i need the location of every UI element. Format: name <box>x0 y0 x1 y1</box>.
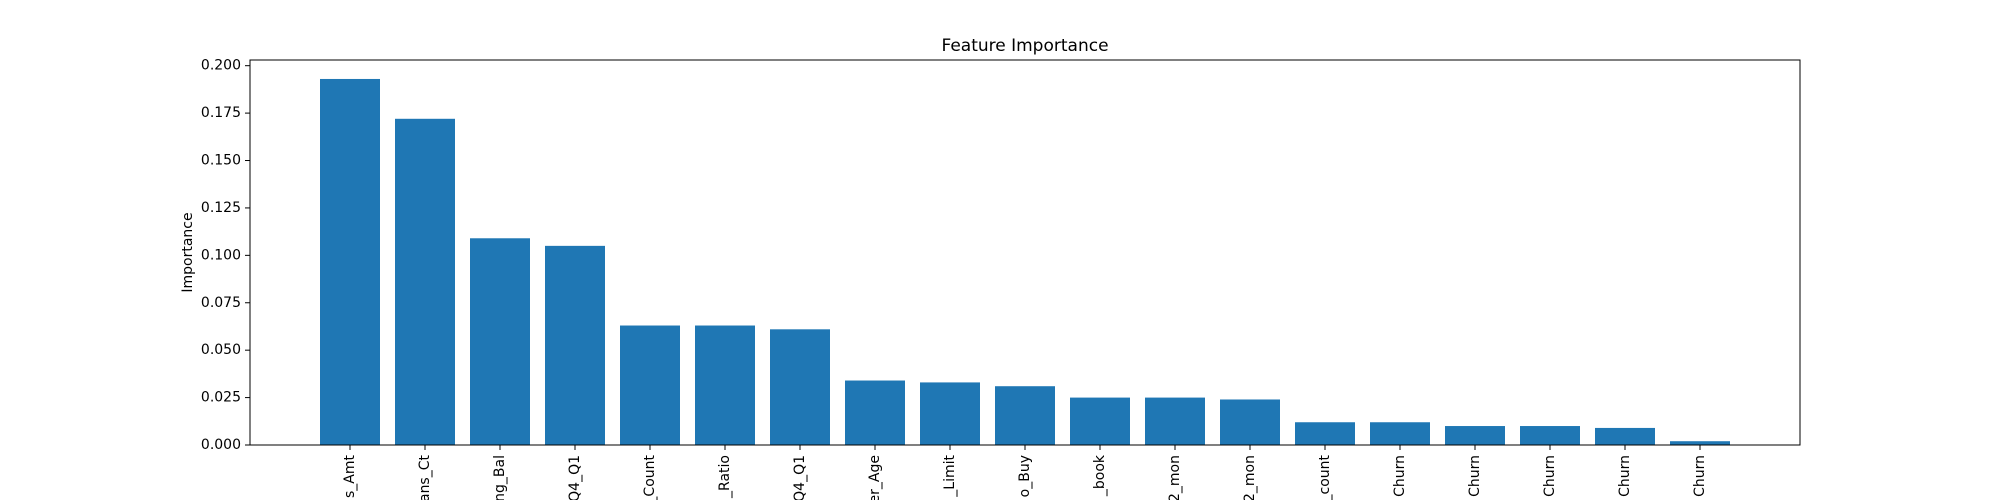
bar-9 <box>920 382 980 445</box>
x-tick-label: s_Amt <box>342 454 358 498</box>
bar-2 <box>395 118 455 446</box>
bar-12 <box>1145 397 1205 445</box>
bar-11 <box>1070 397 1130 445</box>
x-tick-label: Churn <box>1392 455 1408 497</box>
y-tick-label: 0.150 <box>201 153 241 169</box>
y-tick-label: 0.200 <box>201 58 241 74</box>
bar-16 <box>1445 426 1505 445</box>
y-tick-label: 0.025 <box>201 390 241 406</box>
y-tick-label: 0.000 <box>201 437 241 453</box>
bar-14 <box>1295 422 1355 445</box>
x-tick-label: ans_Ct <box>417 454 433 500</box>
x-tick-label: Q4_Q1 <box>792 455 808 500</box>
x-axis-ticks: s_Amt ans_Ct ng_Bal Q4_Q1 _Count _Ratio Q4_Q1 e… <box>342 445 1708 500</box>
y-tick-label: 0.175 <box>201 105 241 121</box>
y-tick-label: 0.050 <box>201 342 241 358</box>
y-axis-label: Importance <box>180 212 196 292</box>
x-tick-label: ng_Bal <box>492 455 508 500</box>
chart-title: Feature Importance <box>941 36 1108 56</box>
x-tick-label: 2_mon <box>1167 455 1183 500</box>
bar-10 <box>995 386 1055 445</box>
x-tick-label: Churn <box>1467 455 1483 497</box>
bar-13 <box>1220 399 1280 445</box>
x-tick-label: 2_mon <box>1242 455 1258 500</box>
x-tick-label: Churn <box>1692 455 1708 497</box>
plot-area-frame <box>249 59 1801 446</box>
bar-18 <box>1595 427 1655 445</box>
x-tick-label: Q4_Q1 <box>567 455 583 500</box>
y-tick-label: 0.075 <box>201 295 241 311</box>
y-tick-label: 0.125 <box>201 200 241 216</box>
x-tick-label: _count <box>1317 454 1333 500</box>
x-tick-label: _Ratio <box>717 455 733 499</box>
bar-7 <box>770 329 830 445</box>
x-tick-label: o_Buy <box>1017 455 1033 497</box>
bar-8 <box>845 380 905 445</box>
bar-17 <box>1520 426 1580 445</box>
x-tick-label: Churn <box>1542 455 1558 497</box>
x-tick-label: _Limit <box>942 455 958 498</box>
bars-group <box>320 78 1730 446</box>
x-tick-label: er_Age <box>867 455 883 500</box>
y-axis-ticks: 0.000 0.025 0.050 0.075 0.100 0.125 0.150 0.175… <box>201 58 250 453</box>
bar-6 <box>695 325 755 445</box>
bar-1 <box>320 78 380 445</box>
x-tick-label: _Count <box>642 454 658 500</box>
bar-3 <box>470 238 530 445</box>
bar-5 <box>620 325 680 445</box>
bar-15 <box>1370 422 1430 445</box>
y-tick-label: 0.100 <box>201 247 241 263</box>
bar-19 <box>1670 441 1730 445</box>
x-tick-label: _book <box>1092 454 1108 497</box>
x-tick-label: Churn <box>1617 455 1633 497</box>
bar-4 <box>545 245 605 445</box>
